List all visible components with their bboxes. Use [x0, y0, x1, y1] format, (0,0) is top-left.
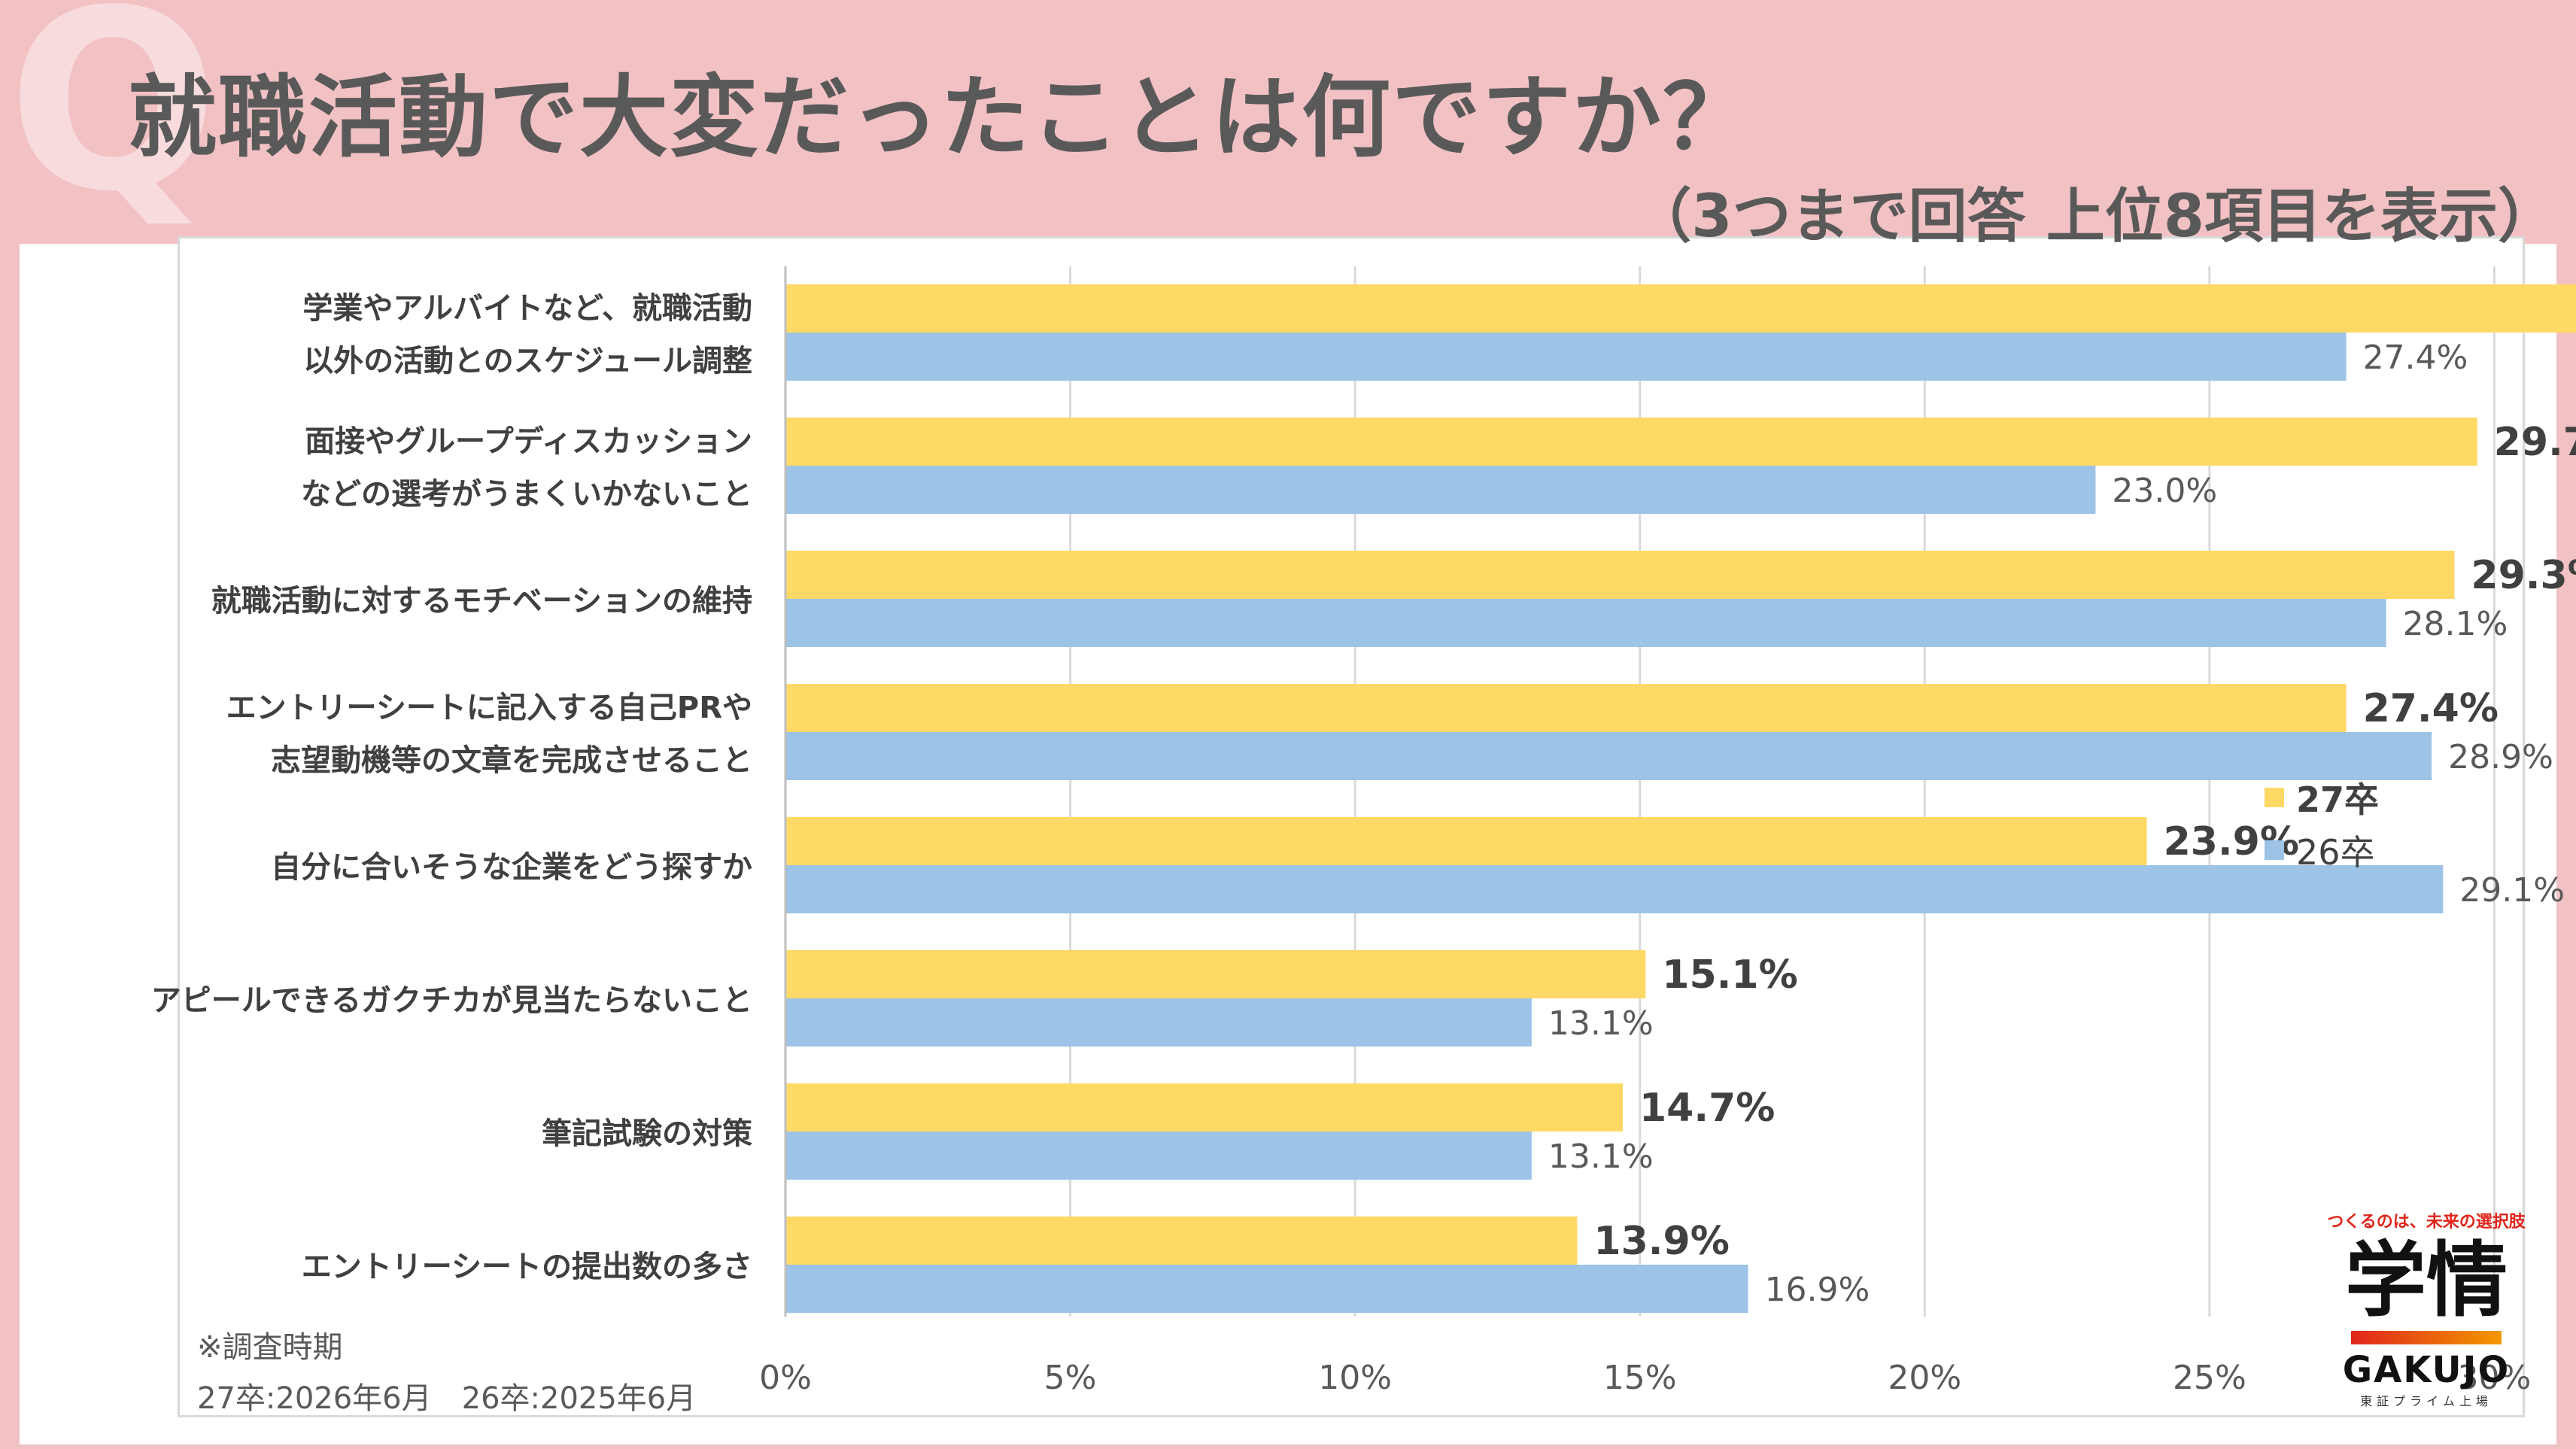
category-label: 筆記試験の対策	[542, 1116, 752, 1151]
bar-26	[785, 333, 2347, 381]
bar-27	[785, 1217, 1578, 1265]
bar-27	[785, 284, 2576, 333]
category-label: 就職活動に対するモチベーションの維持	[211, 584, 752, 618]
x-tick-label: 10%	[1318, 1359, 1392, 1397]
data-label-26: 28.1%	[2403, 605, 2508, 643]
survey-note-dates: 27卒:2026年6月 26卒:2025年6月	[197, 1381, 697, 1416]
data-label-26: 16.9%	[1765, 1271, 1870, 1309]
page-subtitle: （3つまで回答 上位8項目を表示）	[1633, 183, 2556, 251]
category-label: などの選考がうまくいかないこと	[301, 477, 752, 512]
chart-legend: 27卒 26卒	[2265, 771, 2379, 876]
bar-27	[785, 684, 2347, 732]
q-watermark: Q	[8, 0, 219, 246]
legend-label-26: 26卒	[2296, 832, 2375, 873]
data-label-26: 28.9%	[2448, 738, 2553, 776]
category-label: 学業やアルバイトなど、就職活動	[302, 291, 752, 326]
survey-note-heading: ※調査時期	[197, 1330, 343, 1365]
bar-26	[785, 599, 2386, 647]
bar-26	[785, 865, 2444, 913]
gakujo-logo: つくるのは、未来の選択肢 学情 GAKUJO 東証プライム上場	[2317, 1196, 2535, 1422]
x-tick-label: 25%	[2173, 1359, 2246, 1397]
x-tick-label: 0%	[759, 1359, 812, 1397]
data-label-27: 14.7%	[1639, 1086, 1775, 1131]
legend-item-26: 26卒	[2265, 824, 2379, 876]
logo-english: GAKUJO	[2342, 1348, 2511, 1391]
legend-swatch-26	[2265, 840, 2284, 860]
category-label: エントリーシートの提出数の多さ	[302, 1250, 752, 1284]
logo-kanji: 学情	[2344, 1234, 2508, 1328]
data-label-27: 29.3%	[2471, 553, 2576, 598]
category-label: エントリーシートに記入する自己PRや	[226, 691, 752, 725]
legend-swatch-27	[2265, 788, 2284, 807]
data-label-27: 27.4%	[2363, 686, 2499, 731]
bar-27	[785, 1083, 1623, 1132]
x-tick-label: 15%	[1603, 1359, 1677, 1397]
page-title: 就職活動で大変だったことは何ですか？	[128, 65, 1754, 169]
category-label: 面接やグループディスカッション	[305, 424, 752, 459]
category-label: 自分に合いそうな企業をどう探すか	[271, 850, 752, 885]
data-label-26: 23.0%	[2112, 472, 2217, 510]
bar-27	[785, 551, 2455, 599]
category-label: アピールできるガクチカが見当たらないこと	[151, 983, 752, 1018]
bar-26	[785, 1132, 1532, 1180]
bar-26	[785, 732, 2432, 780]
x-tick-label: 30%	[2458, 1359, 2532, 1397]
bar-27	[785, 817, 2147, 865]
bar-26	[785, 998, 1532, 1046]
logo-bar	[2351, 1330, 2502, 1344]
data-label-26: 13.1%	[1548, 1138, 1654, 1176]
legend-label-27: 27卒	[2296, 779, 2380, 820]
data-label-27: 13.9%	[1593, 1219, 1729, 1264]
data-label-27: 29.7%	[2494, 420, 2576, 465]
bar-27	[785, 418, 2477, 466]
data-label-26: 13.1%	[1548, 1004, 1654, 1043]
category-label: 以外の活動とのスケジュール調整	[303, 344, 752, 378]
category-label: 志望動機等の文章を完成させること	[271, 743, 752, 778]
data-label-26: 27.4%	[2363, 339, 2468, 377]
bar-26	[785, 466, 2096, 514]
bar-27	[785, 950, 1646, 998]
logo-sub: 東証プライム上場	[2360, 1393, 2492, 1408]
logo-tagline: つくるのは、未来の選択肢	[2327, 1213, 2526, 1232]
data-label-27: 15.1%	[1662, 952, 1797, 998]
legend-item-27: 27卒	[2265, 771, 2379, 824]
data-label-26: 29.1%	[2459, 871, 2565, 910]
x-tick-label: 20%	[1888, 1359, 1961, 1397]
x-tick-label: 5%	[1044, 1359, 1097, 1397]
bar-26	[785, 1265, 1748, 1313]
